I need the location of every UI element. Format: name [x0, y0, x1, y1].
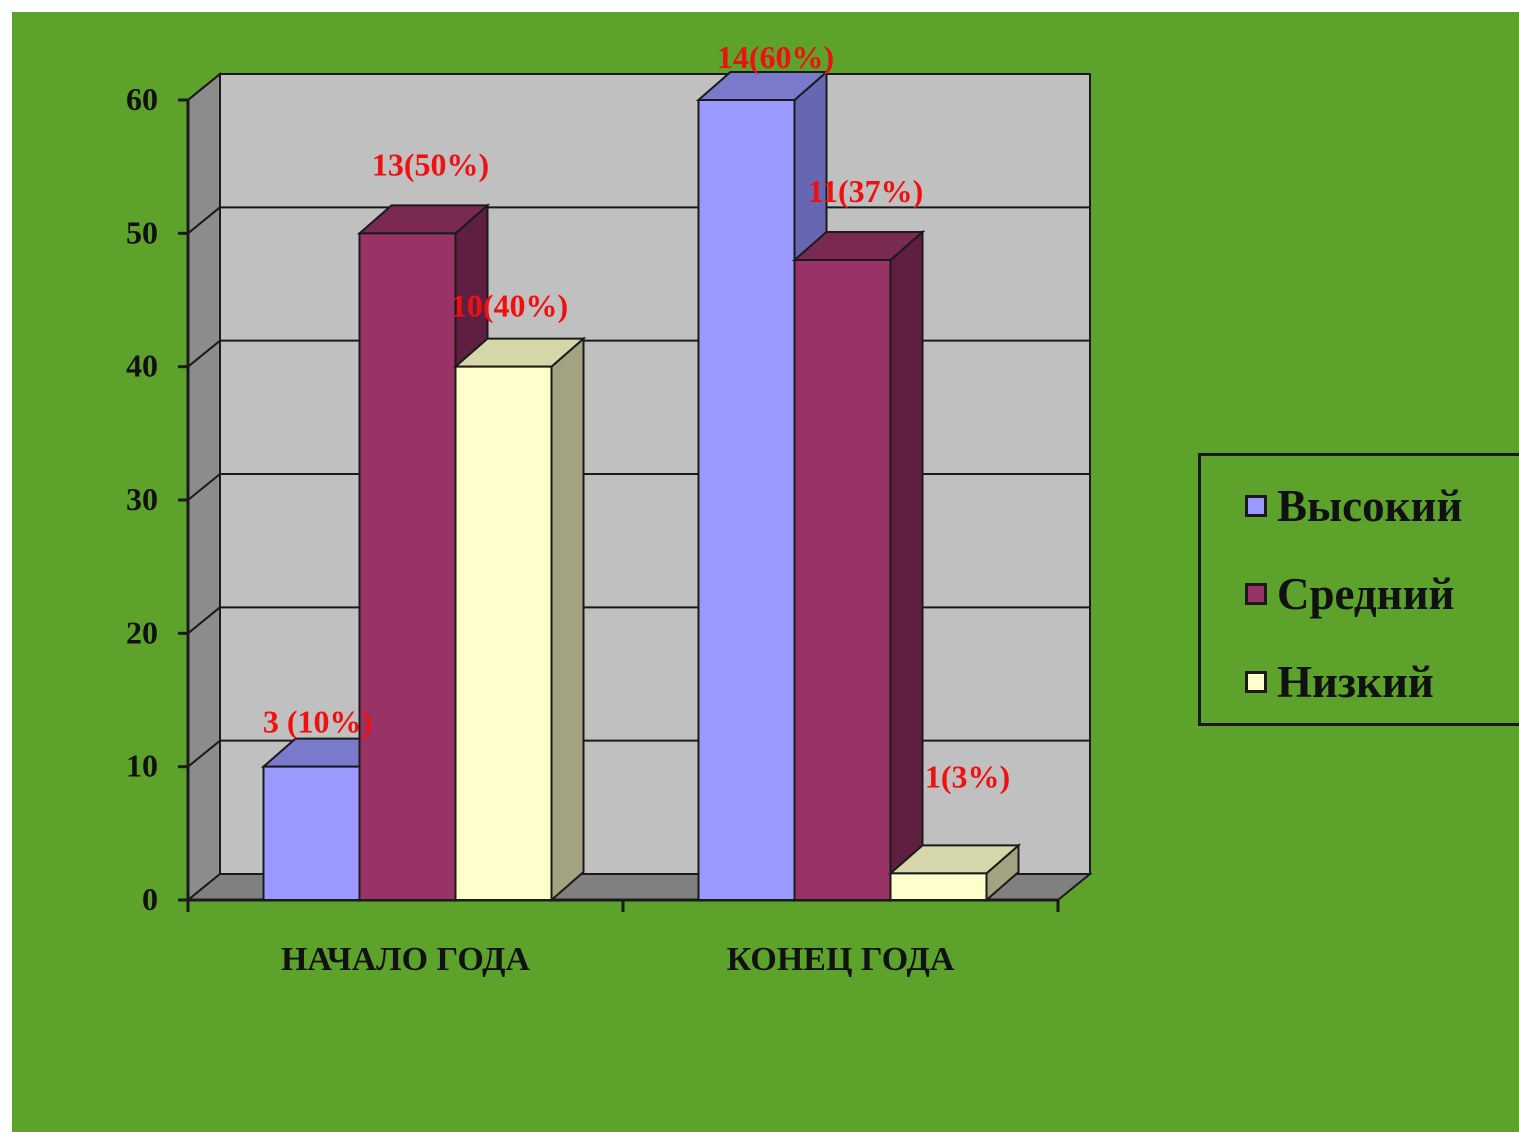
- gridline-side: [187, 73, 221, 101]
- x-category-label: НАЧАЛО ГОДА: [281, 941, 531, 978]
- y-tick-label: 0: [142, 881, 158, 917]
- slide-background: 0 10 20 30 40 50 60 НАЧАЛО ГОДА КОНЕЦ ГОДА 3 (10%…: [12, 12, 1519, 1132]
- y-tick-label: 40: [126, 348, 158, 384]
- y-tick-label: 20: [126, 614, 158, 650]
- legend-label-high: Высокий: [1277, 481, 1463, 531]
- bar: [697, 99, 796, 901]
- y-tick-label: 30: [126, 481, 158, 517]
- data-label: 11(37%): [808, 173, 924, 209]
- bar-side: [889, 229, 924, 903]
- bar: [454, 365, 553, 901]
- legend-label-low: Низкий: [1277, 657, 1434, 707]
- legend-item-low: Низкий: [1245, 652, 1434, 712]
- data-label: 14(60%): [717, 39, 834, 75]
- data-label: 13(50%): [372, 146, 489, 182]
- gridline-side: [187, 473, 221, 501]
- y-tick-label: 10: [126, 748, 158, 784]
- bar-side: [550, 336, 585, 903]
- bar: [889, 872, 988, 901]
- legend-label-medium: Средний: [1277, 569, 1455, 619]
- data-label: 3 (10%): [263, 704, 372, 740]
- legend-swatch-low: [1245, 671, 1267, 693]
- legend-item-medium: Средний: [1245, 564, 1454, 624]
- legend-item-high: Высокий: [1245, 476, 1462, 536]
- bar: [358, 232, 457, 901]
- legend-swatch-medium: [1245, 583, 1267, 605]
- bar: [262, 765, 361, 901]
- legend: Высокий Средний Низкий: [1198, 453, 1519, 726]
- data-label: 1(3%): [925, 758, 1010, 794]
- legend-swatch-high: [1245, 495, 1267, 517]
- gridline-side: [187, 606, 221, 635]
- data-label: 10(40%): [451, 288, 568, 324]
- x-category-label: КОНЕЦ ГОДА: [727, 941, 955, 978]
- y-tick-label: 50: [126, 214, 158, 250]
- gridline-side: [187, 339, 221, 368]
- gridline-side: [187, 206, 221, 235]
- gridline-side: [187, 739, 221, 768]
- bar: [793, 259, 892, 901]
- chart: 0 10 20 30 40 50 60 НАЧАЛО ГОДА КОНЕЦ ГОДА 3 (10%…: [126, 39, 1093, 978]
- y-tick-label: 60: [126, 81, 158, 117]
